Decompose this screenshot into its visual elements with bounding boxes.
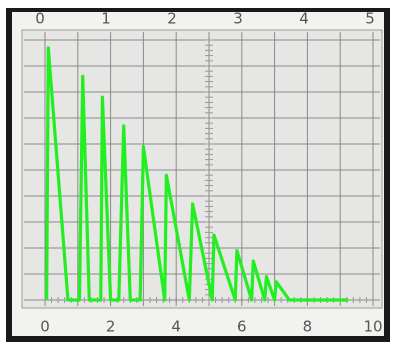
screen <box>21 29 383 309</box>
x-tick-label: 4 <box>171 318 181 336</box>
x2-tick-label: 1 <box>101 10 111 28</box>
x-tick-label: 8 <box>303 318 313 336</box>
graticule <box>24 32 380 306</box>
x2-tick-label: 0 <box>35 10 45 28</box>
x-tick-label: 6 <box>237 318 247 336</box>
x2-tick-label: 4 <box>299 10 309 28</box>
x-tick-label: 10 <box>363 318 382 336</box>
x2-tick-label: 2 <box>167 10 177 28</box>
x2-tick-label: 3 <box>233 10 243 28</box>
x-tick-label: 0 <box>40 318 50 336</box>
x2-tick-label: 5 <box>365 10 375 28</box>
trace <box>45 46 349 302</box>
x-tick-label: 2 <box>106 318 116 336</box>
